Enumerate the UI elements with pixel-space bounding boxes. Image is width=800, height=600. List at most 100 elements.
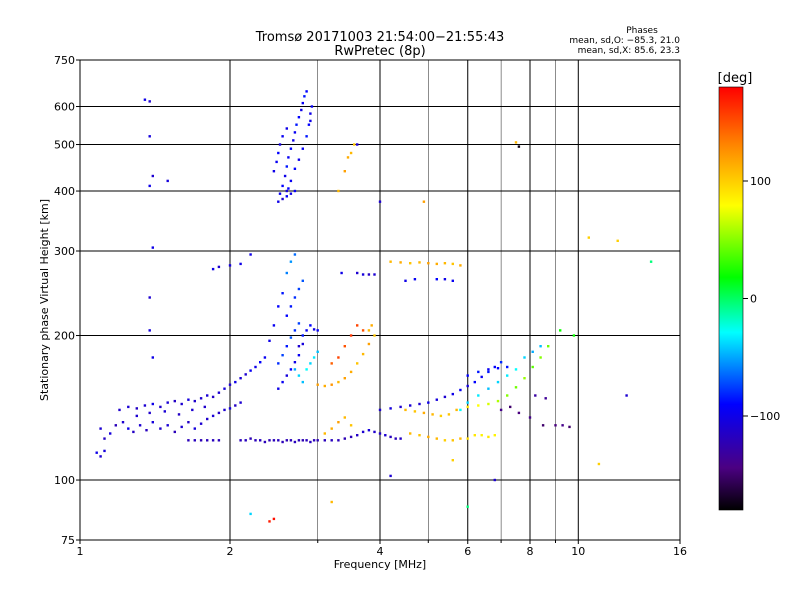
data-point	[293, 368, 297, 371]
data-point	[439, 414, 443, 418]
data-point	[289, 439, 293, 442]
data-point	[399, 405, 402, 409]
data-point	[389, 474, 392, 478]
data-point	[297, 345, 301, 348]
colorbar-tick-label: 0	[750, 293, 757, 306]
data-point	[148, 135, 151, 138]
data-point	[199, 422, 203, 425]
data-point	[305, 368, 308, 371]
x-tick-label: 10	[571, 545, 585, 558]
data-point	[277, 200, 280, 203]
data-point	[228, 407, 232, 410]
data-point	[268, 439, 271, 442]
data-point	[272, 324, 276, 327]
x-tick-label: 8	[527, 545, 534, 558]
data-point	[499, 408, 503, 412]
data-point	[356, 362, 359, 365]
data-point	[203, 405, 206, 409]
data-point	[249, 253, 252, 256]
data-point	[223, 408, 226, 412]
data-point	[443, 395, 447, 399]
data-point	[151, 421, 154, 424]
data-point	[409, 432, 412, 435]
data-point	[277, 362, 280, 365]
data-point	[496, 380, 500, 384]
colorbar-scale	[718, 86, 744, 511]
data-point	[528, 416, 532, 419]
data-point	[493, 478, 496, 482]
data-point	[193, 439, 196, 442]
data-point	[394, 437, 397, 440]
y-tick-label: 75	[61, 534, 75, 547]
data-point	[353, 143, 356, 146]
data-point	[301, 342, 304, 346]
data-point	[367, 273, 371, 276]
colorbar-ticks: 100 0 −100	[743, 175, 780, 423]
data-point	[127, 405, 130, 409]
data-point	[337, 356, 340, 359]
data-point	[480, 434, 483, 437]
data-point	[234, 404, 237, 407]
data-point	[151, 174, 154, 178]
data-point	[289, 260, 293, 263]
data-point	[404, 279, 407, 282]
data-point	[293, 167, 297, 170]
data-point	[531, 365, 534, 369]
data-point	[281, 292, 284, 295]
data-point	[281, 135, 284, 138]
data-point	[309, 362, 312, 365]
data-point	[268, 339, 271, 342]
data-point	[180, 425, 183, 429]
data-point	[309, 324, 312, 327]
data-point	[312, 356, 316, 359]
data-point	[297, 439, 301, 442]
data-point	[451, 262, 454, 266]
data-point	[487, 402, 490, 406]
data-point	[466, 437, 469, 440]
data-point	[293, 189, 297, 193]
data-point	[493, 365, 496, 369]
data-point	[587, 236, 590, 239]
data-point	[121, 421, 125, 424]
data-point	[559, 329, 562, 332]
data-point	[145, 429, 148, 432]
data-point	[159, 405, 162, 409]
data-point	[127, 427, 130, 430]
data-point	[459, 264, 462, 267]
data-point	[330, 500, 333, 504]
data-point	[303, 95, 306, 98]
x-tick-label: 1	[77, 545, 84, 558]
data-point	[349, 435, 353, 439]
colorbar: [deg] 100 0 −100	[718, 71, 780, 511]
data-point	[206, 417, 209, 421]
data-point	[239, 401, 242, 404]
data-point	[103, 449, 106, 453]
data-point	[159, 427, 162, 430]
y-tick-label: 300	[54, 245, 75, 258]
data-point	[289, 368, 293, 371]
data-point	[378, 432, 382, 435]
data-point	[343, 345, 346, 348]
data-point	[277, 387, 280, 390]
data-point	[389, 407, 392, 410]
data-point	[206, 394, 209, 397]
data-point	[418, 434, 421, 437]
data-point	[312, 439, 316, 442]
data-point	[281, 440, 284, 444]
data-point	[234, 380, 237, 384]
data-point	[99, 427, 102, 430]
data-point	[459, 437, 462, 440]
data-point	[187, 398, 190, 401]
data-point	[211, 439, 215, 442]
data-point	[361, 430, 365, 434]
data-point	[477, 394, 480, 397]
data-point	[343, 437, 346, 440]
stats-header: Phases	[626, 26, 658, 36]
data-point	[473, 380, 476, 384]
data-point	[151, 402, 154, 406]
y-tick-label: 200	[54, 330, 75, 343]
data-point	[312, 328, 316, 331]
x-axis-ticks: 1 2 4 6 8 10 16	[77, 540, 687, 558]
data-point	[466, 374, 469, 377]
data-point	[285, 345, 288, 348]
